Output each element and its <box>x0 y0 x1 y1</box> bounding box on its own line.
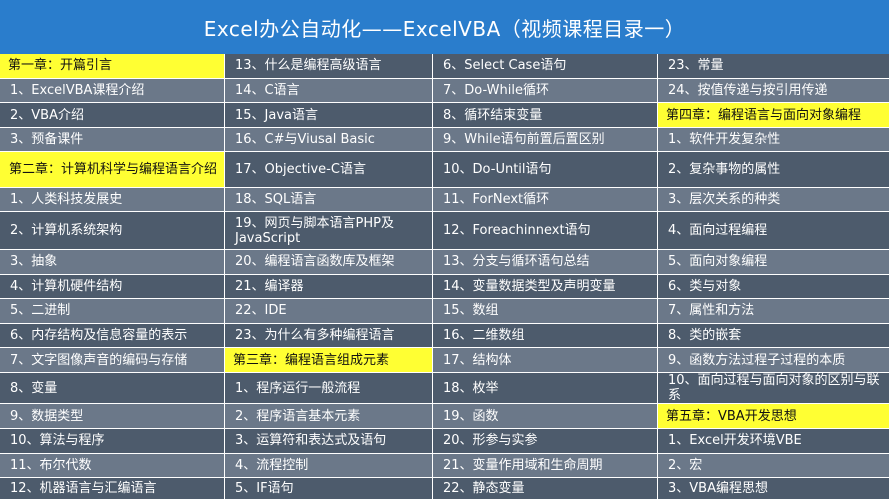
lesson-item: 13、分支与循环语句总结 <box>433 249 657 275</box>
lesson-item: 17、结构体 <box>433 348 657 373</box>
lesson-item: 22、IDE <box>225 299 432 324</box>
lesson-item: 15、数组 <box>433 299 657 324</box>
lesson-item: 3、层次关系的种类 <box>658 187 889 213</box>
lesson-item: 18、SQL语言 <box>225 187 432 213</box>
lesson-item: 4、面向过程编程 <box>658 212 889 250</box>
lesson-item: 3、运算符和表达式及语句 <box>225 429 432 454</box>
lesson-item: 2、复杂事物的属性 <box>658 152 889 188</box>
chapter-heading: 第五章：VBA开发思想 <box>658 404 889 430</box>
lesson-item: 9、函数方法过程子过程的本质 <box>658 348 889 373</box>
lesson-item: 2、程序语言基本元素 <box>225 404 432 430</box>
lesson-item: 8、循环结束变量 <box>433 103 657 128</box>
lesson-item: 16、二维数组 <box>433 323 657 349</box>
lesson-item: 5、面向对象编程 <box>658 249 889 275</box>
lesson-item: 4、流程控制 <box>225 453 432 479</box>
lesson-item: 14、C语言 <box>225 78 432 104</box>
lesson-item: 6、Select Case语句 <box>433 54 657 79</box>
lesson-item: 11、ForNext循环 <box>433 187 657 213</box>
lesson-item: 8、变量 <box>0 372 224 405</box>
lesson-item: 23、常量 <box>658 54 889 79</box>
lesson-item: 9、While语句前置后置区别 <box>433 127 657 153</box>
catalog-column-4: 23、常量 24、按值传递与按引用传递 第四章：编程语言与面向对象编程 1、软件开发复… <box>657 54 889 500</box>
lesson-item: 7、属性和方法 <box>658 299 889 324</box>
lesson-item: 5、二进制 <box>0 299 224 324</box>
lesson-item: 5、IF语句 <box>225 478 432 500</box>
chapter-heading: 第一章：开篇引言 <box>0 54 224 79</box>
lesson-item: 14、变量数据类型及声明变量 <box>433 274 657 300</box>
chapter-heading: 第四章：编程语言与面向对象编程 <box>658 103 889 128</box>
lesson-item: 2、计算机系统架构 <box>0 212 224 250</box>
lesson-item: 22、静态变量 <box>433 478 657 500</box>
catalog-column-1: 第一章：开篇引言 1、ExcelVBA课程介绍 2、VBA介绍 3、预备课件 第二章：计… <box>0 54 224 500</box>
lesson-item: 2、VBA介绍 <box>0 103 224 128</box>
lesson-item: 7、Do-While循环 <box>433 78 657 104</box>
lesson-item: 10、面向过程与面向对象的区别与联系 <box>658 372 889 405</box>
chapter-heading: 第二章：计算机科学与编程语言介绍 <box>0 152 224 188</box>
lesson-item: 6、内存结构及信息容量的表示 <box>0 323 224 349</box>
lesson-item: 17、Objective-C语言 <box>225 152 432 188</box>
lesson-item: 6、类与对象 <box>658 274 889 300</box>
lesson-item: 21、变量作用域和生命周期 <box>433 453 657 479</box>
lesson-item: 19、函数 <box>433 404 657 430</box>
lesson-item: 19、网页与脚本语言PHP及JavaScript <box>225 212 432 250</box>
lesson-item: 20、形参与实参 <box>433 429 657 454</box>
lesson-item: 1、人类科技发展史 <box>0 187 224 213</box>
lesson-item: 8、类的嵌套 <box>658 323 889 349</box>
lesson-item: 1、程序运行一般流程 <box>225 372 432 405</box>
page-title: Excel办公自动化——ExcelVBA（视频课程目录一） <box>0 0 889 54</box>
catalog-column-3: 6、Select Case语句 7、Do-While循环 8、循环结束变量 9、Whi… <box>432 54 657 500</box>
lesson-item: 12、Foreachinnext语句 <box>433 212 657 250</box>
lesson-item: 10、算法与程序 <box>0 429 224 454</box>
lesson-item: 16、C#与Viusal Basic <box>225 127 432 153</box>
lesson-item: 10、Do-Until语句 <box>433 152 657 188</box>
lesson-item: 1、软件开发复杂性 <box>658 127 889 153</box>
lesson-item: 18、枚举 <box>433 372 657 405</box>
course-catalog-grid: 第一章：开篇引言 1、ExcelVBA课程介绍 2、VBA介绍 3、预备课件 第二章：计… <box>0 54 889 500</box>
lesson-item: 11、布尔代数 <box>0 453 224 479</box>
lesson-item: 24、按值传递与按引用传递 <box>658 78 889 104</box>
lesson-item: 20、编程语言函数库及框架 <box>225 249 432 275</box>
lesson-item: 3、VBA编程思想 <box>658 478 889 500</box>
lesson-item: 1、ExcelVBA课程介绍 <box>0 78 224 104</box>
lesson-item: 4、计算机硬件结构 <box>0 274 224 300</box>
catalog-column-2: 13、什么是编程高级语言 14、C语言 15、Java语言 16、C#与Viusal … <box>224 54 432 500</box>
lesson-item: 1、Excel开发环境VBE <box>658 429 889 454</box>
lesson-item: 3、预备课件 <box>0 127 224 153</box>
lesson-item: 13、什么是编程高级语言 <box>225 54 432 79</box>
chapter-heading: 第三章：编程语言组成元素 <box>225 348 432 373</box>
lesson-item: 9、数据类型 <box>0 404 224 430</box>
lesson-item: 12、机器语言与汇编语言 <box>0 478 224 500</box>
lesson-item: 7、文字图像声音的编码与存储 <box>0 348 224 373</box>
lesson-item: 2、宏 <box>658 453 889 479</box>
lesson-item: 15、Java语言 <box>225 103 432 128</box>
lesson-item: 3、抽象 <box>0 249 224 275</box>
lesson-item: 23、为什么有多种编程语言 <box>225 323 432 349</box>
lesson-item: 21、编译器 <box>225 274 432 300</box>
